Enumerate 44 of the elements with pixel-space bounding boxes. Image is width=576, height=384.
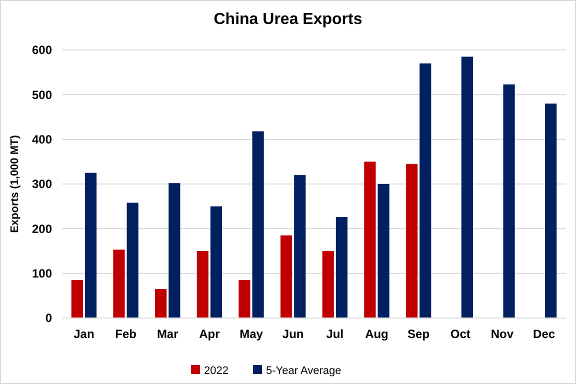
bar (336, 217, 348, 318)
y-tick-label: 400 (32, 132, 52, 147)
bar (238, 280, 250, 318)
bar (155, 288, 167, 318)
y-axis-title: Exports (1,000 MT) (9, 134, 21, 233)
y-tick-label: 100 (32, 266, 52, 281)
x-tick-label: Oct (450, 327, 470, 341)
y-tick-label: 200 (32, 222, 52, 236)
bar (420, 63, 432, 318)
bar (364, 162, 376, 318)
x-tick-label: Sep (408, 327, 430, 341)
bar (168, 183, 180, 318)
bar (503, 84, 515, 318)
bar (378, 184, 390, 318)
bar (461, 56, 473, 318)
x-tick-label: Feb (115, 327, 136, 341)
bar (71, 280, 83, 318)
bar (294, 175, 306, 318)
x-tick-label: Mar (156, 327, 179, 341)
bar (252, 131, 264, 318)
x-tick-label: Dec (533, 327, 556, 341)
bar (322, 251, 334, 318)
legend-label: 5-Year Average (266, 364, 342, 377)
bar (113, 250, 125, 318)
bar (210, 206, 222, 318)
bar (84, 172, 97, 318)
x-tick-label: May (240, 327, 264, 341)
bar (280, 235, 292, 318)
x-tick-label: Aug (365, 327, 388, 341)
x-tick-label: Jun (282, 327, 304, 341)
legend-label: 2022 (204, 364, 228, 377)
y-tick-label: 0 (45, 311, 52, 326)
y-tick-label: 500 (32, 88, 52, 102)
y-tick-label: 300 (32, 177, 52, 192)
chart-title: China Urea Exports (214, 11, 362, 28)
bar (126, 202, 138, 318)
bar (545, 104, 557, 318)
bar (196, 251, 208, 318)
x-tick-label: Nov (490, 327, 514, 341)
y-tick-label: 600 (32, 43, 52, 58)
x-tick-label: Jul (326, 327, 344, 341)
bar (406, 164, 418, 318)
x-tick-label: Jan (74, 327, 94, 341)
x-tick-label: Apr (199, 327, 220, 341)
